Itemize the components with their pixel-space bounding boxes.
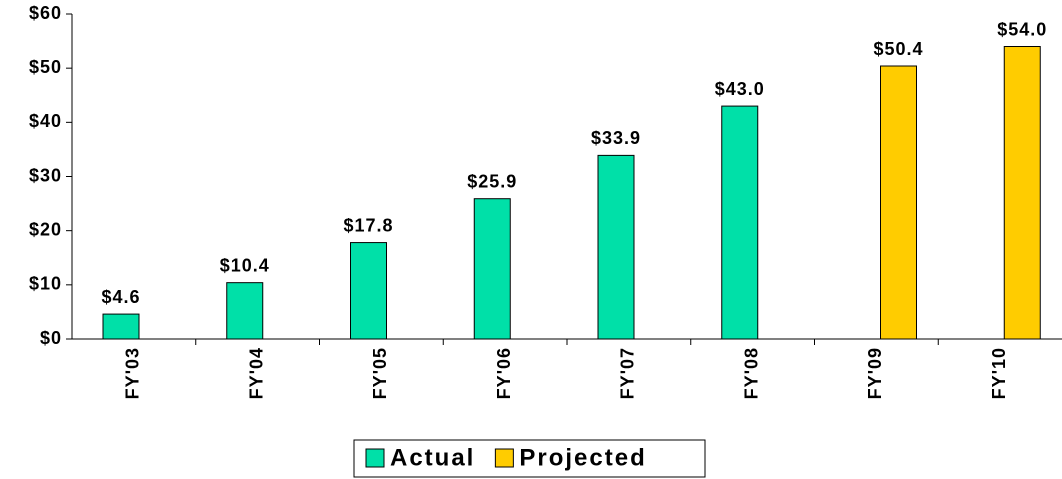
y-tick-label: $40: [29, 111, 62, 131]
value-label: $4.6: [101, 287, 140, 307]
value-label: $43.0: [715, 79, 765, 99]
legend-label: Projected: [519, 444, 646, 471]
legend-swatch: [494, 448, 514, 468]
bar: [880, 65, 917, 340]
x-tick-label: FY'09: [865, 347, 885, 399]
x-tick-label: FY'08: [741, 347, 761, 399]
y-tick-label: $50: [29, 57, 62, 77]
legend-box: [353, 439, 706, 478]
x-tick-label: FY'05: [370, 347, 390, 399]
x-tick-label: FY'06: [494, 347, 514, 399]
value-label: $54.0: [997, 19, 1047, 39]
y-tick-label: $30: [29, 165, 62, 185]
bar: [226, 282, 264, 340]
legend: Actual Projected: [353, 439, 706, 478]
y-tick-label: $20: [29, 219, 62, 239]
bar: [597, 154, 635, 340]
x-tick-label: FY'03: [123, 347, 143, 399]
value-label: $50.4: [873, 39, 923, 59]
bar: [102, 313, 140, 340]
y-tick-label: $0: [40, 328, 62, 348]
value-label: $10.4: [220, 255, 270, 275]
bar: [473, 198, 511, 340]
value-label: $17.8: [343, 215, 393, 235]
bar: [721, 105, 759, 340]
x-tick-label: FY'07: [618, 347, 638, 399]
x-tick-label: FY'04: [246, 347, 266, 399]
y-tick-label: $10: [29, 274, 62, 294]
value-label: $33.9: [591, 128, 641, 148]
legend-swatch: [365, 448, 385, 468]
y-tick-label: $60: [29, 3, 62, 23]
bar: [350, 242, 387, 340]
bar: [1003, 46, 1041, 340]
x-tick-label: FY'10: [989, 347, 1009, 399]
value-label: $25.9: [467, 171, 517, 191]
legend-label: Actual: [390, 444, 475, 471]
